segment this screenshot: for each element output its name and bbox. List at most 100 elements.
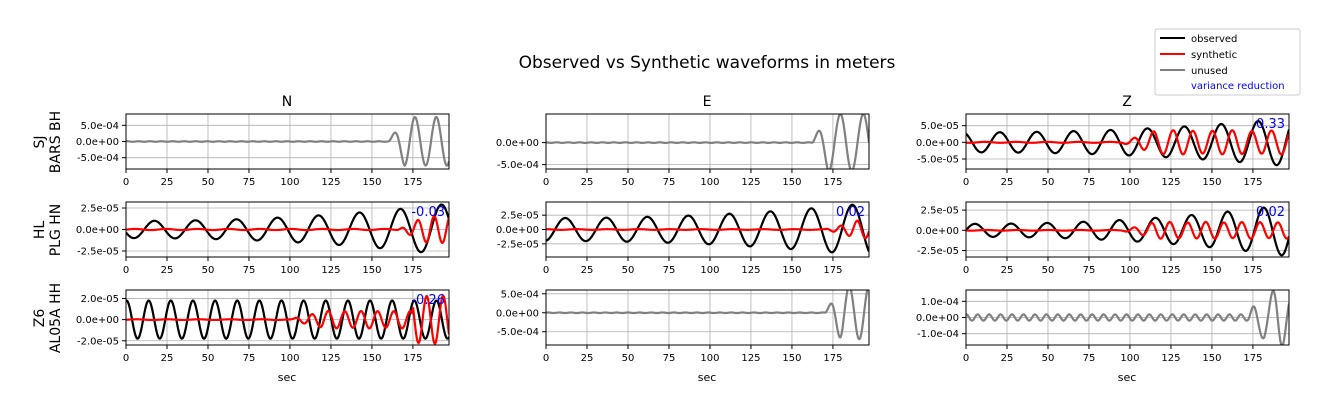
x-tick-label: 75 [663,177,676,188]
x-tick-label: 100 [1120,265,1139,276]
x-tick-label: 0 [963,353,969,364]
variance-reduction-value: 0.02 [1256,205,1285,220]
x-tick-label: 175 [1243,353,1262,364]
y-tick-label: 2.5e-05 [501,211,539,222]
x-tick-label: 75 [1083,265,1096,276]
y-tick-label: 2.5e-05 [81,204,119,215]
x-tick-label: 175 [823,265,842,276]
column-title-n: N [282,94,292,110]
x-tick-label: 0 [123,265,129,276]
y-tick-label: 0.0e+00 [76,137,119,148]
x-tick-label: 125 [321,265,340,276]
x-tick-label: 0 [543,353,549,364]
y-tick-label: 0.0e+00 [916,226,959,237]
x-tick-label: 125 [741,353,760,364]
x-tick-label: 150 [1202,265,1221,276]
column-title-z: Z [1122,94,1132,110]
x-tick-label: 100 [280,353,299,364]
y-tick-label: -2.0e-05 [77,336,119,347]
variance-reduction-value: -0.03 [411,205,445,220]
variance-reduction-value: -0.26 [411,293,445,308]
x-tick-label: 75 [663,265,676,276]
y-tick-label: -5.0e-04 [497,327,539,338]
y-tick-label: -5.0e-04 [497,160,539,171]
row-network-label: HL [32,221,48,240]
x-tick-label: 75 [243,265,256,276]
x-tick-label: 125 [741,177,760,188]
synthetic-trace [126,294,449,345]
x-tick-label: 50 [202,265,215,276]
y-tick-label: -5.0e-04 [77,153,119,164]
x-tick-label: 150 [362,177,381,188]
x-tick-label: 0 [963,177,969,188]
panels: 0 25 50 75 100 125 150 175 5.0e-04 0.0e+00 -5.0e-0… [76,113,1290,364]
panel-hl-n: 0 25 50 75 100 125 150 175 2.5e-05 0.0e+00 -2.5e-0… [76,201,450,276]
x-tick-label: 25 [581,265,594,276]
x-tick-label: 0 [123,177,129,188]
x-tick-label: 100 [280,265,299,276]
x-tick-label: 25 [1001,265,1014,276]
x-tick-label: 150 [362,265,381,276]
x-tick-label: 175 [403,177,422,188]
x-tick-label: 125 [321,177,340,188]
x-tick-label: 150 [1202,177,1221,188]
x-tick-label: 75 [663,353,676,364]
chart-title: Observed vs Synthetic waveforms in meter… [519,53,896,73]
x-tick-label: 50 [1042,177,1055,188]
legend-synthetic-label: synthetic [1191,50,1237,61]
x-tick-label: 0 [543,265,549,276]
x-axis-label-e: sec [698,371,717,384]
x-tick-label: 175 [1243,177,1262,188]
panel-z6-e: 0 25 50 75 100 125 150 175 5.0e-04 0.0e+00 -5.0e-0… [496,289,870,364]
x-tick-label: 125 [1161,353,1180,364]
legend-observed-label: observed [1191,34,1237,45]
x-tick-label: 75 [1083,353,1096,364]
y-tick-label: 5.0e-04 [81,121,119,132]
legend-box [1154,28,1301,96]
x-tick-label: 100 [700,265,719,276]
x-tick-label: 150 [782,265,801,276]
row-label-1: HL PLG HN [32,204,64,257]
column-title-e: E [703,94,712,110]
unused-trace [546,114,869,169]
x-tick-label: 50 [202,353,215,364]
y-tick-label: -2.5e-05 [497,239,539,250]
x-tick-label: 100 [280,177,299,188]
x-tick-label: 100 [1120,177,1139,188]
panel-frame [545,289,870,346]
panel-frame [545,113,870,170]
panel-frame [965,113,1290,170]
panel-sj-e: 0 25 50 75 100 125 150 175 0.0e+00 -5.0e-04 [496,113,870,188]
panel-hl-z: 0 25 50 75 100 125 150 175 2.5e-05 0.0e+00 -2.5e-0… [916,201,1290,276]
y-tick-label: 0.0e+00 [496,308,539,319]
unused-trace [126,115,449,168]
x-tick-label: 25 [161,353,174,364]
x-tick-label: 0 [123,353,129,364]
panel-frame [125,289,450,346]
y-tick-label: 0.0e+00 [916,138,959,149]
x-tick-label: 150 [782,177,801,188]
y-tick-label: -5.0e-05 [917,155,959,166]
x-tick-label: 25 [581,177,594,188]
x-tick-label: 125 [1161,177,1180,188]
x-tick-label: 125 [741,265,760,276]
panel-sj-z: 0 25 50 75 100 125 150 175 5.0e-05 0.0e+00 -5.0e-0… [916,113,1290,188]
synthetic-trace [546,219,869,240]
x-tick-label: 100 [700,353,719,364]
x-tick-label: 75 [1083,177,1096,188]
y-tick-label: -2.5e-05 [77,246,119,257]
x-tick-label: 0 [543,177,549,188]
row-network-label: SJ [32,135,48,148]
observed-trace [126,299,449,340]
x-tick-label: 25 [1001,177,1014,188]
unused-trace [546,290,869,341]
x-tick-label: 75 [243,177,256,188]
x-tick-label: 0 [963,265,969,276]
panel-z6-n: 0 25 50 75 100 125 150 175 2.0e-05 0.0e+00 -2.0e-0… [76,289,450,364]
row-station-label: PLG HN [48,204,64,257]
x-tick-label: 100 [700,177,719,188]
panel-hl-e: 0 25 50 75 100 125 150 175 2.5e-05 0.0e+00 -2.5e-0… [496,201,870,276]
x-tick-label: 175 [823,177,842,188]
panel-z6-z: 0 25 50 75 100 125 150 175 1.0e-04 0.0e+00 -1.0e-0… [916,289,1290,364]
x-tick-label: 25 [1001,353,1014,364]
